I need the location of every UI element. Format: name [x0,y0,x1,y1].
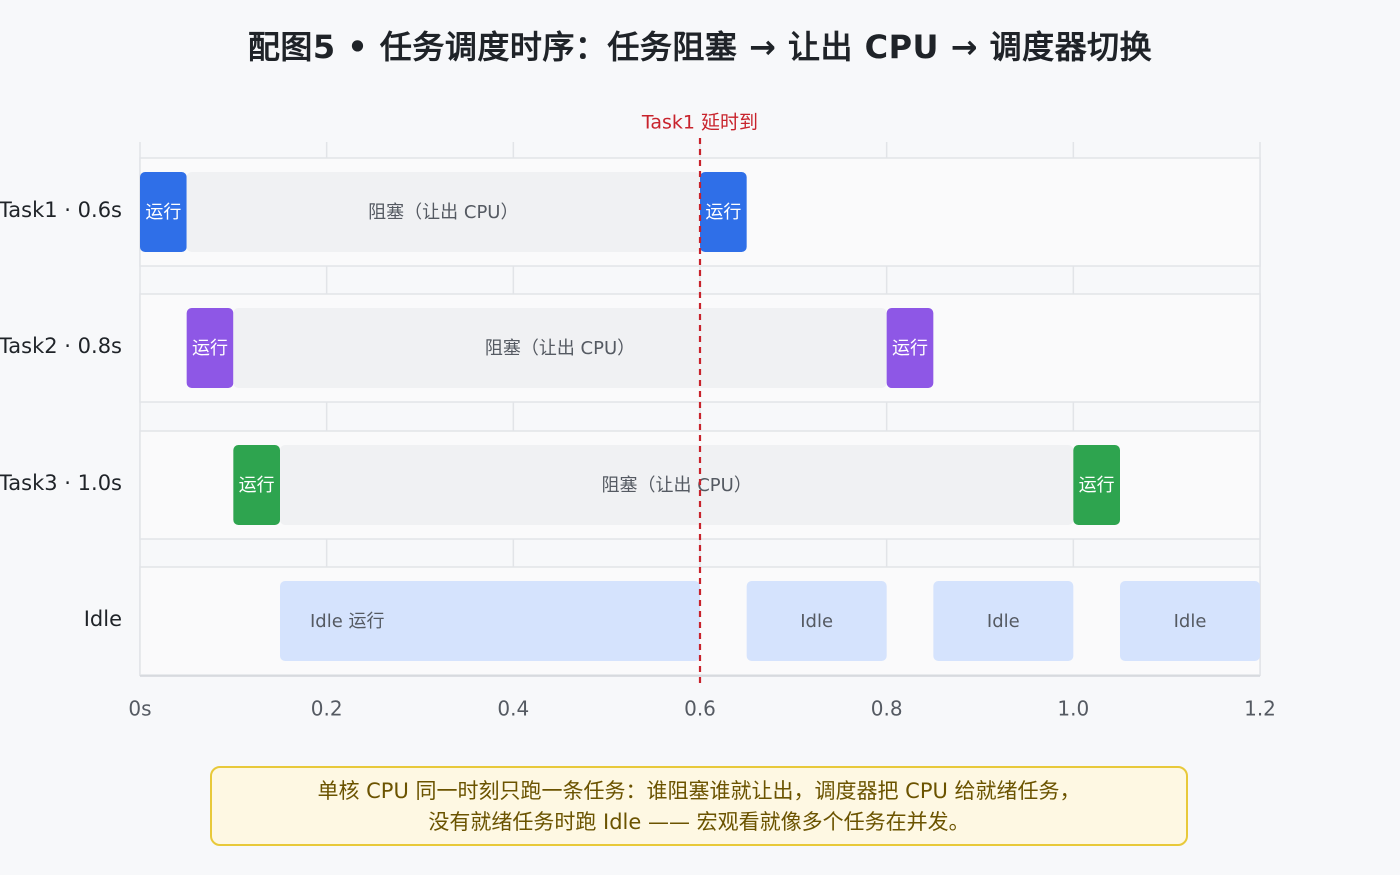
bar-idle-r3-s3 [1120,581,1260,661]
marker-label: Task1 延时到 [641,112,758,134]
note-line-1: 单核 CPU 同一时刻只跑一条任务：谁阻塞谁就让出，调度器把 CPU 给就绪任务… [317,779,1081,803]
bar-label-r1-s2: 运行 [892,338,928,359]
bar-block-r1-s1 [233,308,887,388]
bar-label-r3-s1: Idle [800,611,833,632]
gantt-chart: Task1 · 0.6s Task2 · 0.8s Task3 · 1.0s Idle… [0,112,1276,721]
bar-label-r3-s3: Idle [1174,611,1207,632]
bar-run-r1-s0 [186,308,234,388]
row-label-0: Task1 · 0.6s [0,198,122,222]
x-tick-label-3: 0.6 [684,697,716,721]
bar-label-r2-s0: 运行 [239,475,275,496]
bar-label-r3-s2: Idle [987,611,1020,632]
note-line-2: 没有就绪任务时跑 Idle —— 宏观看就像多个任务在并发。 [428,810,970,834]
x-tick-label-5: 1.0 [1057,697,1089,721]
bar-run-r2-s2 [1073,445,1120,525]
bar-label-r1-s0: 运行 [192,338,228,359]
row-label-1: Task2 · 0.8s [0,334,122,358]
bar-label-r0-s0: 运行 [145,202,181,223]
chart-title: 配图5 • 任务调度时序：任务阻塞 → 让出 CPU → 调度器切换 [247,28,1153,66]
bar-run-r1-s2 [886,308,934,388]
bar-idle-r3-s0 [280,581,700,661]
bar-run-r0-s0 [140,172,187,252]
row-label-3: Idle [84,607,122,631]
bar-idle-r3-s1 [746,581,887,661]
bar-block-r0-s1 [186,172,700,252]
x-tick-label-1: 0.2 [311,697,343,721]
bar-idle-r3-s2 [933,581,1074,661]
bar-label-r2-s2: 运行 [1079,475,1115,496]
bar-block-r2-s1 [280,445,1074,525]
x-tick-label-6: 1.2 [1244,697,1276,721]
x-tick-label-2: 0.4 [497,697,529,721]
row-label-2: Task3 · 1.0s [0,471,122,495]
bar-label-r2-s1: 阻塞（让出 CPU） [602,475,752,496]
note-box: 单核 CPU 同一时刻只跑一条任务：谁阻塞谁就让出，调度器把 CPU 给就绪任务… [210,766,1188,846]
bar-run-r0-s2 [700,172,747,252]
bar-run-r2-s0 [233,445,280,525]
x-tick-label-0: 0s [128,697,151,721]
bar-label-r0-s1: 阻塞（让出 CPU） [368,202,518,223]
bar-label-r3-s0: Idle 运行 [310,611,385,632]
bar-label-r1-s1: 阻塞（让出 CPU） [485,338,635,359]
bar-label-r0-s2: 运行 [705,202,741,223]
x-tick-label-4: 0.8 [871,697,903,721]
